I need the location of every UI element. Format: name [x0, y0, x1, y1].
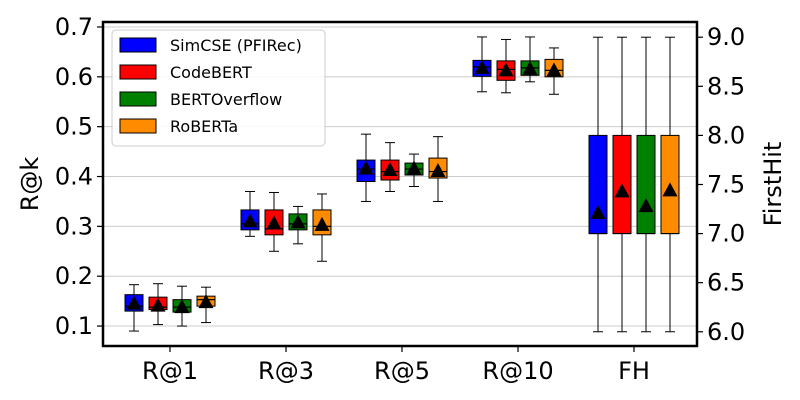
mean-marker: [314, 216, 330, 231]
mean-marker: [662, 182, 678, 197]
x-tick-label: R@10: [482, 357, 553, 385]
right-tick-label: 9.0: [707, 23, 745, 51]
mean-marker: [546, 62, 562, 77]
left-axis-title: R@k: [16, 157, 44, 212]
box-R@5-CodeBERT: [380, 142, 400, 192]
legend-label: SimCSE (PFIRec): [170, 36, 302, 55]
box-R@1-SimCSE (PFIRec): [124, 284, 144, 332]
mean-marker: [614, 183, 630, 198]
right-tick-label: 8.0: [707, 121, 745, 149]
box-R@3-BERTOverflow: [288, 205, 308, 245]
left-tick-label: 0.3: [55, 212, 93, 240]
box-FH-CodeBERT: [612, 36, 632, 333]
mean-marker: [290, 214, 306, 229]
box-R@10-CodeBERT: [496, 38, 516, 94]
box-FH-BERTOverflow: [636, 36, 656, 333]
legend: SimCSE (PFIRec) CodeBERT BERTOverflow RoBER…: [111, 29, 326, 147]
box-R@10-SimCSE (PFIRec): [472, 36, 492, 93]
mean-marker: [174, 299, 190, 314]
mean-marker: [266, 215, 282, 230]
box-groups: [124, 36, 680, 333]
box-R@5-BERTOverflow: [404, 153, 424, 187]
mean-marker: [638, 198, 654, 213]
box-R@5-RoBERTa: [428, 136, 448, 202]
mean-marker: [150, 297, 166, 312]
mean-marker: [590, 204, 606, 219]
mean-marker: [242, 213, 258, 228]
legend-label: BERTOverflow: [170, 90, 282, 109]
x-tick-label: R@3: [258, 357, 314, 385]
x-tick-label: R@1: [142, 357, 198, 385]
right-axis: 6.0 6.5 7.0 7.5 8.0 8.5 9.0: [697, 23, 745, 346]
left-tick-label: 0.6: [55, 63, 93, 91]
box-R@1-BERTOverflow: [172, 285, 192, 327]
box-body: [636, 134, 656, 235]
legend-swatch: [119, 118, 157, 134]
box-R@5-SimCSE (PFIRec): [356, 133, 376, 202]
box-R@3-SimCSE (PFIRec): [240, 190, 260, 237]
left-tick-label: 0.4: [55, 163, 93, 191]
box-R@10-BERTOverflow: [520, 36, 540, 83]
legend-swatch: [119, 91, 157, 107]
legend-swatch: [119, 64, 157, 80]
x-tick-label: FH: [618, 357, 650, 385]
legend-label: CodeBERT: [170, 63, 252, 82]
right-tick-label: 7.0: [707, 220, 745, 248]
box-R@3-RoBERTa: [312, 193, 332, 262]
left-tick-label: 0.2: [55, 262, 93, 290]
mean-marker: [430, 163, 446, 178]
mean-marker: [406, 160, 422, 175]
left-tick-label: 0.7: [55, 13, 93, 41]
box-FH-SimCSE (PFIRec): [588, 36, 608, 333]
mean-marker: [358, 160, 374, 175]
box-R@3-CodeBERT: [264, 191, 284, 252]
right-axis-title: FirstHit: [759, 142, 787, 227]
mean-marker: [382, 162, 398, 177]
legend-label: RoBERTa: [170, 117, 238, 136]
mean-marker: [498, 62, 514, 77]
x-axis: R@1 R@3 R@5 R@10 FH: [142, 346, 650, 385]
right-tick-label: 8.5: [707, 72, 745, 100]
mean-marker: [126, 295, 142, 310]
legend-frame: [111, 29, 326, 147]
mean-marker: [522, 60, 538, 75]
right-tick-label: 6.5: [707, 269, 745, 297]
left-tick-label: 0.5: [55, 113, 93, 141]
box-R@10-RoBERTa: [544, 47, 564, 95]
box-R@1-RoBERTa: [196, 286, 216, 324]
x-tick-label: R@5: [374, 357, 430, 385]
mean-marker: [474, 59, 490, 74]
left-tick-label: 0.1: [55, 312, 93, 340]
legend-swatch: [119, 37, 157, 53]
right-tick-label: 6.0: [707, 318, 745, 346]
box-R@1-CodeBERT: [148, 283, 168, 326]
mean-marker: [198, 294, 214, 309]
left-axis: 0.1 0.2 0.3 0.4 0.5 0.6 0.7: [55, 13, 103, 340]
right-tick-label: 7.5: [707, 170, 745, 198]
box-FH-RoBERTa: [660, 36, 680, 333]
